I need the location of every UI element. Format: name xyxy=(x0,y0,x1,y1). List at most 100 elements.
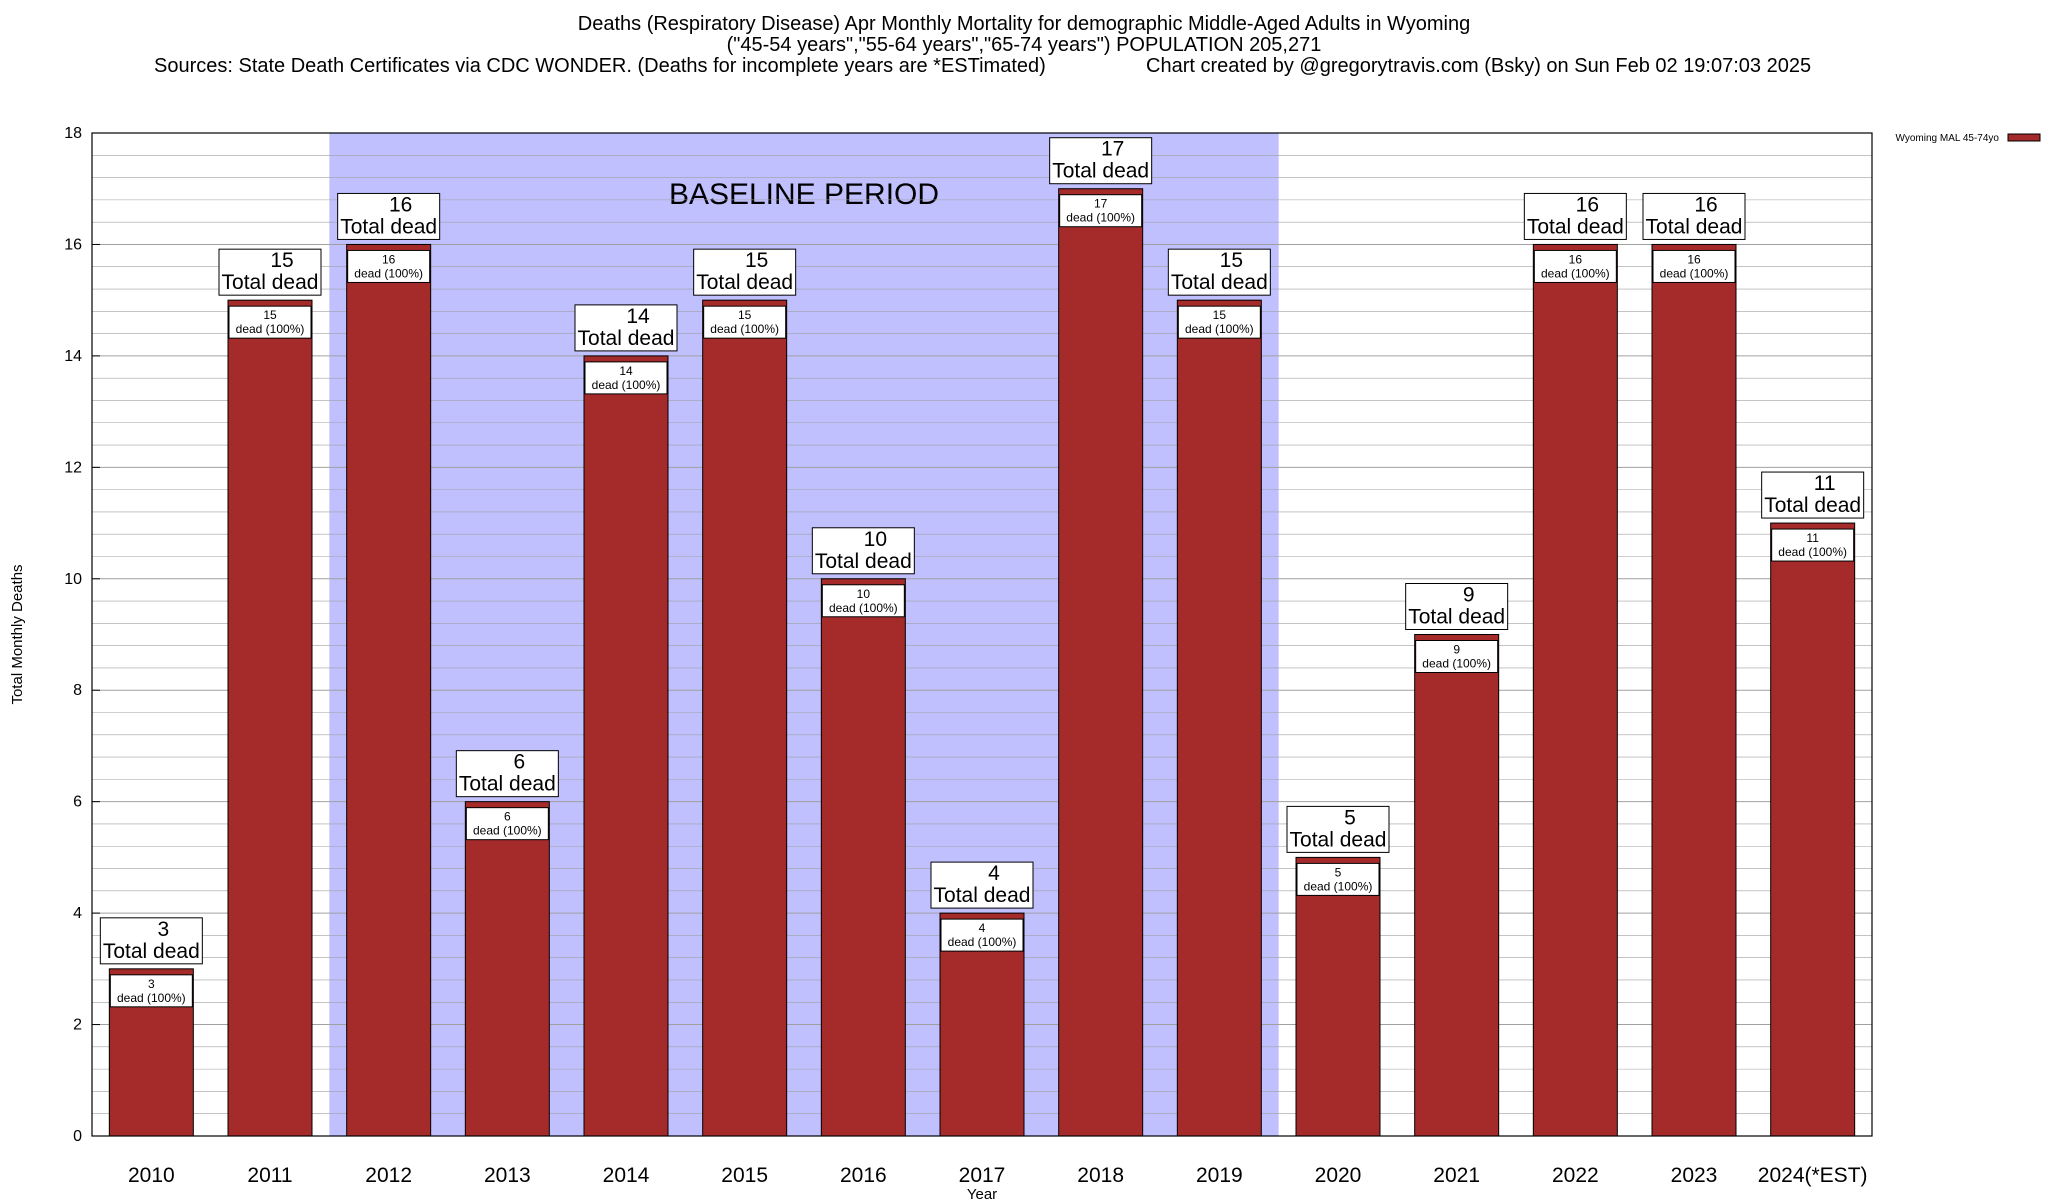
inner-label-box xyxy=(465,807,549,841)
bar-2019 xyxy=(1176,299,1262,1137)
chart-title-line1: Deaths (Respiratory Disease) Apr Monthly… xyxy=(577,13,1471,35)
y-tick-label: 16 xyxy=(64,236,82,253)
inner-percent-label: dead (100%) xyxy=(1304,879,1373,893)
total-label-box xyxy=(1523,192,1627,240)
total-value-label: 15 xyxy=(270,249,293,272)
bar-2018 xyxy=(1058,188,1144,1137)
total-value-label: 4 xyxy=(988,862,1000,885)
inner-percent-label: dead (100%) xyxy=(1778,545,1847,559)
bar-2024(*EST) xyxy=(1770,522,1856,1137)
inner-value-label: 17 xyxy=(1094,197,1108,211)
total-label-box xyxy=(1405,583,1509,630)
inner-label-box xyxy=(347,249,431,283)
inner-value-label: 9 xyxy=(1453,643,1460,657)
inner-percent-label: dead (100%) xyxy=(236,322,305,336)
bar-2015 xyxy=(702,299,788,1137)
inner-label-box xyxy=(1771,528,1855,562)
inner-label-box xyxy=(584,361,668,395)
sources-text: Sources: State Death Certificates via CD… xyxy=(154,55,1046,77)
inner-label-box xyxy=(109,974,193,1008)
total-label-box xyxy=(1642,192,1746,240)
total-value-label: 11 xyxy=(1814,472,1836,495)
inner-percent-label: dead (100%) xyxy=(1066,211,1135,225)
inner-percent-label: dead (100%) xyxy=(710,322,779,336)
total-label-box xyxy=(1761,471,1865,519)
inner-percent-label: dead (100%) xyxy=(1422,657,1491,671)
x-tick-label: 2010 xyxy=(128,1164,175,1187)
legend-label: Wyoming MAL 45-74yo xyxy=(1896,133,2000,144)
inner-percent-label: dead (100%) xyxy=(829,601,898,615)
total-label-box xyxy=(455,750,559,798)
total-value-label: 17 xyxy=(1101,138,1124,161)
x-tick-label: 2021 xyxy=(1433,1164,1480,1187)
inner-label-box xyxy=(703,305,787,339)
y-tick-label: 0 xyxy=(73,1128,82,1145)
total-dead-label: Total dead xyxy=(1290,828,1387,851)
inner-label-box xyxy=(1533,249,1617,283)
total-dead-label: Total dead xyxy=(934,884,1031,907)
y-tick-label: 8 xyxy=(73,682,82,699)
legend-swatch xyxy=(2007,133,2041,142)
inner-value-label: 14 xyxy=(619,364,633,378)
chart-title-line2: ("45-54 years","55-64 years","65-74 year… xyxy=(726,34,1322,56)
inner-value-label: 15 xyxy=(1213,308,1227,322)
total-label-box xyxy=(1049,137,1153,185)
total-value-label: 5 xyxy=(1344,806,1356,829)
inner-value-label: 16 xyxy=(382,252,396,266)
total-label-box xyxy=(218,248,322,296)
y-tick-label: 14 xyxy=(64,348,82,365)
inner-label-box xyxy=(821,584,905,618)
x-tick-label: 2020 xyxy=(1315,1164,1362,1187)
total-value-label: 3 xyxy=(157,918,169,941)
total-label-box xyxy=(99,917,203,965)
total-label-box xyxy=(930,861,1034,909)
total-dead-label: Total dead xyxy=(815,550,912,573)
bar-2013 xyxy=(464,801,550,1137)
y-tick-label: 18 xyxy=(64,125,82,142)
bar-2022 xyxy=(1532,243,1618,1137)
inner-value-label: 11 xyxy=(1806,531,1819,545)
credit-text: Chart created by @gregorytravis.com (Bsk… xyxy=(1146,55,1812,77)
total-dead-label: Total dead xyxy=(578,327,675,350)
total-label-box xyxy=(1286,805,1390,853)
x-tick-label: 2016 xyxy=(840,1164,887,1187)
inner-percent-label: dead (100%) xyxy=(1185,322,1254,336)
inner-percent-label: dead (100%) xyxy=(117,991,186,1005)
inner-value-label: 16 xyxy=(1569,252,1583,266)
inner-label-box xyxy=(1177,305,1261,339)
x-tick-label: 2011 xyxy=(247,1164,292,1187)
total-dead-label: Total dead xyxy=(1052,160,1149,183)
x-tick-label: 2014 xyxy=(603,1164,650,1187)
total-dead-label: Total dead xyxy=(1646,215,1743,238)
total-value-label: 9 xyxy=(1463,584,1475,607)
total-dead-label: Total dead xyxy=(696,271,793,294)
y-tick-label: 2 xyxy=(73,1017,82,1034)
total-value-label: 16 xyxy=(1694,193,1717,216)
total-label-box xyxy=(811,527,915,575)
total-label-box xyxy=(1167,248,1271,296)
y-axis-label: Total Monthly Deaths xyxy=(9,564,26,704)
total-dead-label: Total dead xyxy=(1171,271,1268,294)
total-label-box xyxy=(574,304,678,352)
bar-2020 xyxy=(1295,856,1381,1137)
total-value-label: 6 xyxy=(513,751,525,774)
chart-title: Deaths (Respiratory Disease) Apr Monthly… xyxy=(0,14,2048,56)
x-tick-label: 2024(*EST) xyxy=(1758,1164,1868,1187)
legend: Wyoming MAL 45-74yo xyxy=(1896,133,2041,144)
plot-frame xyxy=(91,132,1873,1137)
bar-2014 xyxy=(583,355,669,1137)
inner-value-label: 15 xyxy=(738,308,752,322)
total-value-label: 16 xyxy=(389,193,412,216)
x-tick-label: 2015 xyxy=(721,1164,768,1187)
x-tick-label: 2022 xyxy=(1552,1164,1599,1187)
total-value-label: 10 xyxy=(864,528,887,551)
total-dead-label: Total dead xyxy=(103,940,200,963)
baseline-label: BASELINE PERIOD xyxy=(669,178,939,211)
inner-label-box xyxy=(1415,640,1499,673)
inner-percent-label: dead (100%) xyxy=(354,266,423,280)
total-dead-label: Total dead xyxy=(1527,215,1624,238)
inner-label-box xyxy=(1059,194,1143,228)
inner-percent-label: dead (100%) xyxy=(1541,266,1610,280)
total-dead-label: Total dead xyxy=(340,215,437,238)
